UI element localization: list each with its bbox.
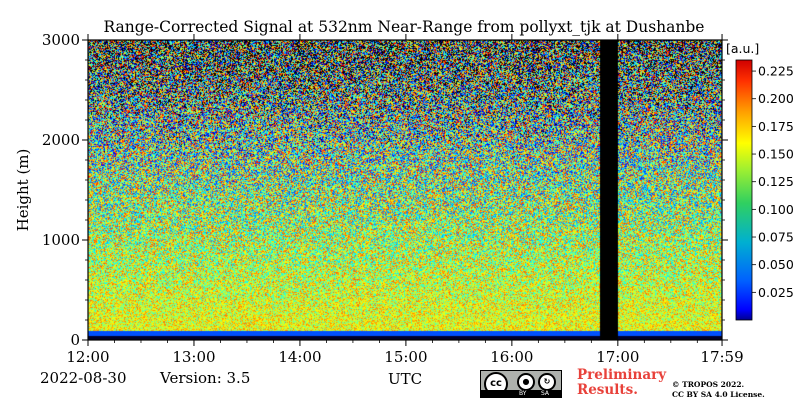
colorbar-tick-label: 0.075: [758, 230, 794, 245]
colorbar-tick-label: 0.100: [758, 202, 794, 217]
license-badge: cc ● ↻ BY SA: [480, 370, 562, 398]
by-icon: ●: [517, 373, 535, 391]
version-label: Version: 3.5: [160, 369, 251, 387]
x-axis: 12:00 13:00 14:00 15:00 16:00 17:00 17:59: [66, 34, 744, 366]
date-label: 2022-08-30: [40, 369, 127, 387]
copyright-line-2: CC BY SA 4.0 License.: [672, 390, 765, 399]
sa-icon: ↻: [538, 373, 556, 391]
y-tick-label: 3000: [42, 31, 80, 49]
y-tick-label: 0: [70, 331, 80, 349]
chart-title: Range-Corrected Signal at 532nm Near-Ran…: [104, 18, 705, 36]
x-tick-label: 13:00: [172, 348, 215, 366]
sa-text: SA: [541, 390, 550, 397]
x-tick-label: 17:00: [596, 348, 639, 366]
preliminary-line-1: Preliminary: [577, 367, 667, 383]
plot-area: [88, 40, 722, 340]
colorbar-ticks: 0.025 0.050 0.075 0.100 0.125 0.150 0.175 0.200…: [752, 64, 794, 300]
y-tick-label: 2000: [42, 131, 80, 149]
colorbar-tick-label: 0.175: [758, 119, 794, 134]
y-tick-label: 1000: [42, 231, 80, 249]
colorbar-tick-label: 0.125: [758, 174, 794, 189]
x-axis-label: UTC: [388, 370, 422, 388]
copyright-notice: © TROPOS 2022. CC BY SA 4.0 License.: [672, 380, 765, 400]
x-tick-label: 16:00: [490, 348, 533, 366]
copyright-line-1: © TROPOS 2022.: [672, 380, 745, 389]
by-text: BY: [519, 390, 527, 397]
x-tick-label: 14:00: [278, 348, 321, 366]
license-strip: BY SA: [481, 390, 561, 397]
plot-frame: [87, 39, 723, 341]
heatmap-image: [88, 40, 722, 340]
y-axis-label: Height (m): [14, 149, 32, 232]
x-tick-label: 12:00: [66, 348, 109, 366]
y-axis: 0 1000 2000 3000: [42, 31, 728, 349]
colorbar-unit: [a.u.]: [726, 41, 759, 56]
preliminary-line-2: Results.: [577, 382, 638, 398]
colorbar-tick-label: 0.225: [758, 64, 794, 79]
colorbar: [735, 59, 753, 321]
x-tick-label: 17:59: [700, 348, 743, 366]
preliminary-notice: Preliminary Results.: [577, 368, 666, 398]
colorbar-tick-label: 0.025: [758, 285, 794, 300]
colorbar-tick-label: 0.200: [758, 91, 794, 106]
colorbar-tick-label: 0.150: [758, 147, 794, 162]
x-tick-label: 15:00: [384, 348, 427, 366]
colorbar-tick-label: 0.050: [758, 257, 794, 272]
